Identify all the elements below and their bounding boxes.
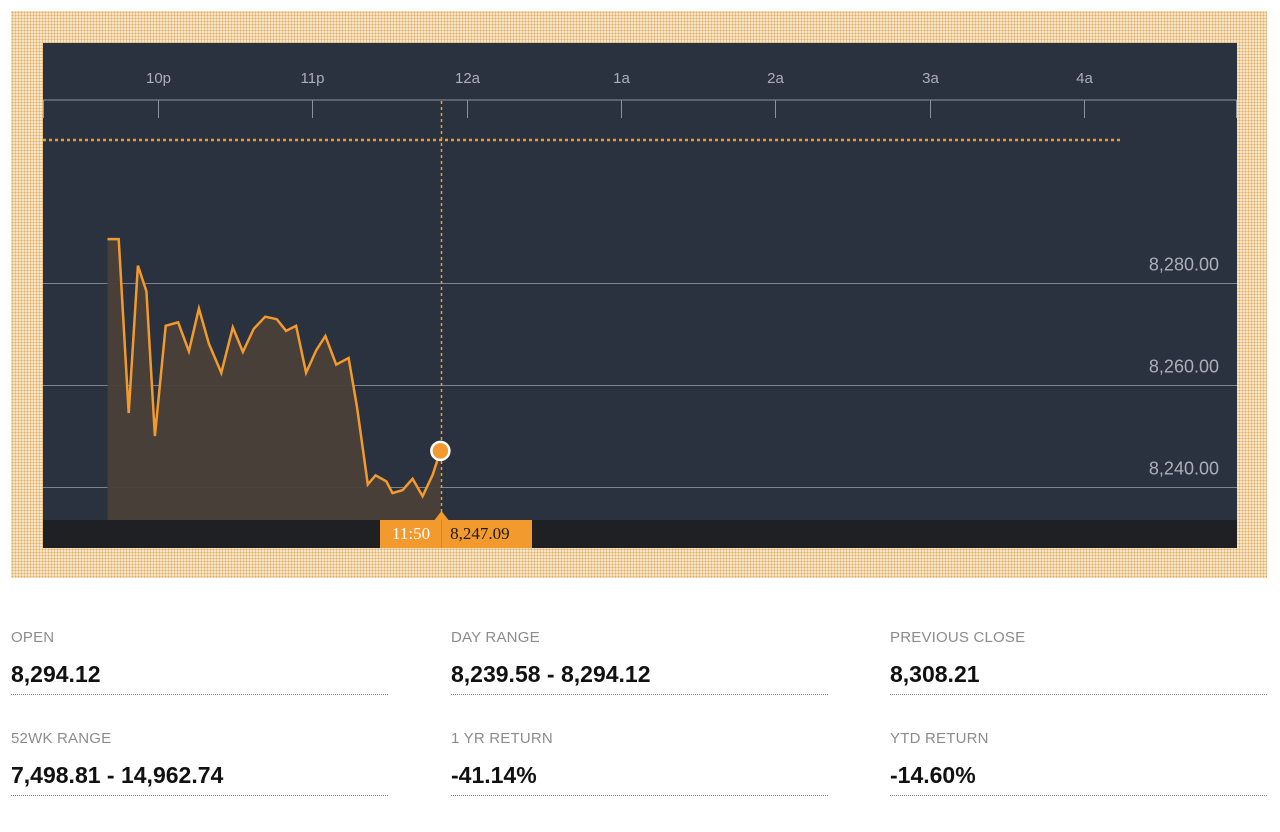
series-line xyxy=(107,237,442,499)
stat-previous-close: PREVIOUS CLOSE 8,308.21 xyxy=(890,628,1267,695)
crosshair-marker xyxy=(430,440,451,462)
stat-value: 7,498.81 - 14,962.74 xyxy=(11,762,224,788)
x-tick-label: 12a xyxy=(455,70,481,87)
y-tick-label: 8,280.00 xyxy=(1149,255,1219,275)
stat-1yr-return: 1 YR RETURN -41.14% xyxy=(451,729,828,796)
stat-value: -14.60% xyxy=(890,762,976,788)
y-tick-label: 8,240.00 xyxy=(1149,459,1219,479)
stat-value: 8,239.58 - 8,294.12 xyxy=(451,661,651,687)
crosshair-pointer xyxy=(434,511,449,520)
stat-label: OPEN xyxy=(11,629,55,646)
stat-value: -41.14% xyxy=(451,762,537,788)
crosshair-value-label: 8,247.09 xyxy=(441,520,532,548)
crosshair-badge: 11:50 8,247.09 xyxy=(380,520,532,548)
y-tick-label: 8,260.00 xyxy=(1149,357,1219,377)
stat-label: YTD RETURN xyxy=(890,730,989,747)
stat-open: OPEN 8,294.12 xyxy=(11,628,388,695)
stat-value: 8,308.21 xyxy=(890,661,980,687)
x-tick-label: 1a xyxy=(613,70,630,87)
stat-value: 8,294.12 xyxy=(11,661,101,687)
time-band xyxy=(43,520,1237,548)
x-tick-label: 11p xyxy=(301,70,325,87)
stat-label: 1 YR RETURN xyxy=(451,730,553,747)
x-tick-label: 2a xyxy=(767,70,784,87)
stat-ytd-return: YTD RETURN -14.60% xyxy=(890,729,1267,796)
chart-svg[interactable]: 10p 11p 12a 1a 2a 3a 4a 8,280.00 8,260.00 8,240.0… xyxy=(43,43,1237,548)
x-tick-label: 3a xyxy=(922,70,939,87)
x-tick-label: 4a xyxy=(1076,70,1093,87)
stat-52wk-range: 52WK RANGE 7,498.81 - 14,962.74 xyxy=(11,729,388,796)
stat-label: PREVIOUS CLOSE xyxy=(890,629,1026,646)
x-tick-label: 10p xyxy=(146,70,171,87)
stat-label: DAY RANGE xyxy=(451,629,540,646)
stat-day-range: DAY RANGE 8,239.58 - 8,294.12 xyxy=(451,628,828,695)
crosshair-time-label: 11:50 xyxy=(392,524,431,543)
price-chart[interactable]: 10p 11p 12a 1a 2a 3a 4a 8,280.00 8,260.00 8,240.0… xyxy=(43,43,1237,548)
stat-label: 52WK RANGE xyxy=(11,730,112,747)
series-area xyxy=(107,239,441,520)
